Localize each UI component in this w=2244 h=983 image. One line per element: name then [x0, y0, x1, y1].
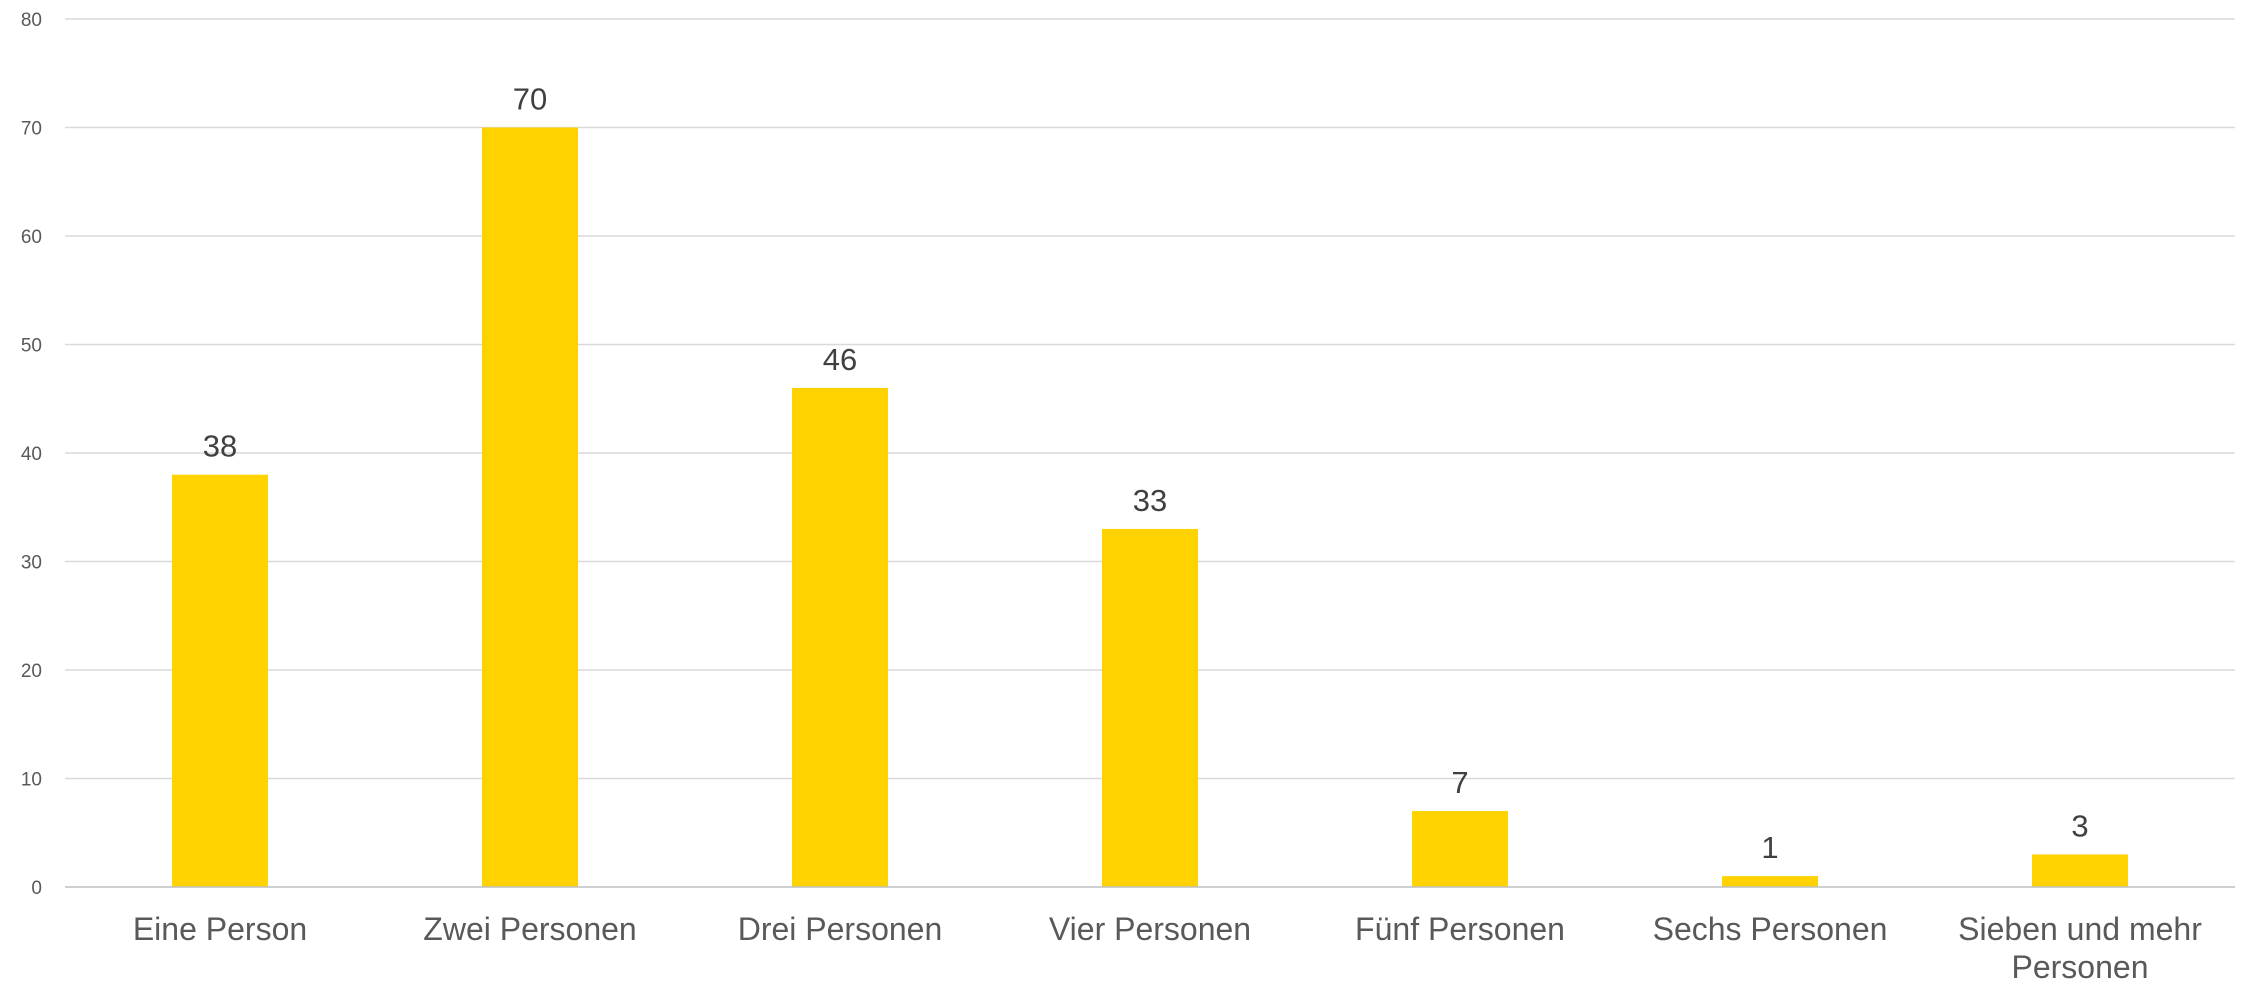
x-tick-label-line: Sieben und mehr	[1958, 911, 2202, 947]
x-tick-label: Vier Personen	[1049, 911, 1251, 947]
x-tick-label: Drei Personen	[738, 911, 943, 947]
y-tick-label: 80	[21, 10, 42, 31]
bar	[1102, 528, 1198, 887]
y-tick-label: 30	[21, 553, 42, 574]
x-tick-label-line: Drei Personen	[738, 911, 943, 947]
bar	[1412, 811, 1508, 887]
bars	[172, 127, 2128, 887]
x-tick-label: Eine Person	[133, 911, 307, 947]
x-tick-label-line: Vier Personen	[1049, 911, 1251, 947]
x-tick-label-line: Fünf Personen	[1355, 911, 1565, 947]
bar	[172, 474, 268, 887]
y-tick-label: 50	[21, 336, 42, 357]
data-label: 7	[1451, 765, 1468, 800]
bar	[1722, 876, 1818, 887]
x-tick-label: Sechs Personen	[1653, 911, 1888, 947]
y-tick-label: 20	[21, 661, 42, 682]
data-label: 3	[2071, 808, 2088, 843]
y-tick-label: 0	[31, 878, 42, 899]
y-tick-label: 60	[21, 227, 42, 248]
x-tick-label: Fünf Personen	[1355, 911, 1565, 947]
data-label: 46	[823, 342, 857, 377]
x-axis-tick-labels: Eine Person Zwei Personen Drei Personen Vie…	[133, 911, 2202, 983]
x-tick-label-line: Eine Person	[133, 911, 307, 947]
y-tick-label: 70	[21, 119, 42, 140]
y-axis-tick-labels: 0 10 20 30 40 50 60 70 80	[21, 10, 42, 899]
x-tick-label: Sieben und mehr Personen	[1958, 911, 2202, 983]
bar	[482, 127, 578, 887]
data-label: 1	[1761, 830, 1778, 865]
x-tick-label-line: Personen	[2012, 949, 2149, 983]
y-tick-label: 40	[21, 444, 42, 465]
data-label: 70	[513, 82, 547, 117]
data-label: 38	[203, 429, 237, 464]
x-tick-label-line: Zwei Personen	[423, 911, 636, 947]
data-labels: 38 70 46 33 7 1 3	[203, 82, 2089, 866]
bar	[2032, 854, 2128, 887]
bar	[792, 387, 888, 887]
x-tick-label-line: Sechs Personen	[1653, 911, 1888, 947]
data-label: 33	[1133, 483, 1167, 518]
y-tick-label: 10	[21, 770, 42, 791]
x-tick-label: Zwei Personen	[423, 911, 636, 947]
